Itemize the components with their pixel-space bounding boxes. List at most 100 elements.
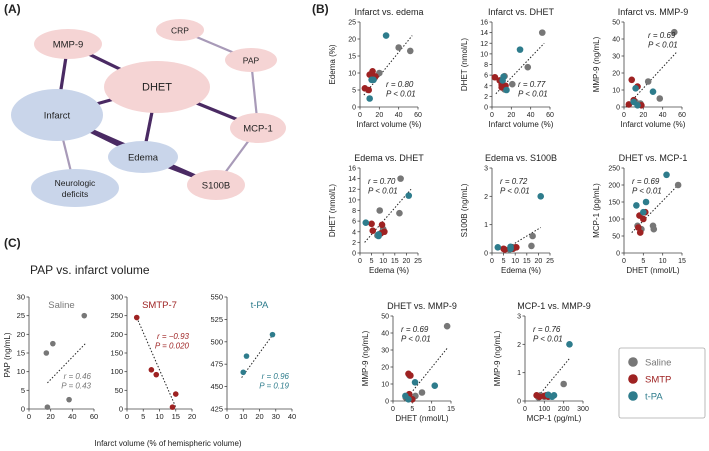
stats-b2: r = 0.77 bbox=[518, 80, 546, 89]
data-point-t-pa-b4 bbox=[375, 231, 382, 238]
data-point-saline-b5 bbox=[529, 232, 536, 240]
x-tick-label-b6: 15 bbox=[678, 258, 686, 265]
data-point-smtp-b6 bbox=[635, 224, 642, 231]
network-node-edema bbox=[108, 141, 178, 173]
y-tick-label-b1: 20 bbox=[348, 37, 356, 44]
y-tick-label-b4: 2 bbox=[352, 240, 356, 247]
chart-title-b8: MCP-1 vs. MMP-9 bbox=[517, 301, 591, 311]
stats-b8: r = 0.76 bbox=[533, 325, 561, 334]
x-tick-label-c3: 20 bbox=[255, 412, 263, 421]
network-node-mcp1 bbox=[230, 113, 286, 143]
stats-b1: P < 0.01 bbox=[386, 90, 416, 99]
y-tick-label-b7: 50 bbox=[381, 314, 389, 321]
data-point-smtp-b5 bbox=[501, 246, 509, 253]
chart-title-c1: Saline bbox=[48, 300, 74, 311]
x-tick-label-b5: 25 bbox=[546, 258, 554, 265]
network-node-infarct bbox=[11, 89, 103, 141]
data-point-t-pa-b8 bbox=[566, 341, 573, 348]
network-node-label-mmp9: MMP-9 bbox=[53, 40, 84, 51]
chart-b1: Infarct vs. edema 0 5 10 15 20 25 0 20 40 60Infarc… bbox=[328, 7, 424, 129]
x-tick-label-c3: 0 bbox=[225, 412, 229, 421]
data-point-t-pa-b6 bbox=[633, 202, 640, 209]
y-tick-label-c1: 5 bbox=[21, 386, 25, 395]
legend: Saline SMTP t-PA bbox=[618, 347, 706, 419]
stats-b3: r = 0.69 bbox=[648, 31, 676, 40]
y-tick-label-b4: 8 bbox=[352, 208, 356, 215]
stats-b5: P < 0.01 bbox=[500, 187, 530, 196]
y-tick-label-b5: 2 bbox=[484, 194, 488, 201]
data-point-t-pa-b3 bbox=[632, 85, 639, 92]
data-point-saline-b6 bbox=[674, 181, 682, 189]
y-tick-label-b3: 20 bbox=[612, 71, 620, 78]
stats-b6: P < 0.01 bbox=[632, 187, 662, 196]
x-axis-label-b4: Edema (%) bbox=[369, 266, 409, 275]
y-tick-label-b4: 16 bbox=[348, 166, 356, 173]
y-tick-label-c2: 100 bbox=[110, 367, 123, 376]
data-point-t-pa-b2 bbox=[503, 86, 510, 94]
data-point-t-pa-b7 bbox=[405, 396, 412, 403]
y-tick-label-c3: 550 bbox=[210, 293, 223, 302]
chart-title-b4: Edema vs. DHET bbox=[354, 153, 424, 163]
data-point-smtp-c2 bbox=[133, 314, 140, 321]
stats-b2: P < 0.01 bbox=[518, 90, 548, 99]
data-point-smtp-c2 bbox=[148, 367, 155, 373]
y-tick-label-b4: 12 bbox=[348, 187, 356, 194]
x-tick-label-b1: 20 bbox=[375, 112, 383, 119]
y-axis-label-b6: MCP-1 (pg/mL) bbox=[592, 183, 601, 238]
y-axis-label-b4: DHET (nmol/L) bbox=[328, 184, 337, 238]
x-axis-label-b8: MCP-1 (pg/mL) bbox=[527, 414, 582, 423]
y-tick-label-b2: 12 bbox=[480, 41, 488, 48]
y-tick-label-b1: 25 bbox=[348, 20, 356, 27]
panel-label-c: (C) bbox=[4, 236, 21, 250]
stats-b4: r = 0.70 bbox=[368, 177, 396, 186]
y-tick-label-b4: 4 bbox=[352, 229, 356, 236]
y-tick-label-b4: 0 bbox=[352, 251, 356, 258]
network-node-label-infarct: Infarct bbox=[44, 111, 71, 122]
y-tick-label-b7: 30 bbox=[381, 348, 389, 355]
y-tick-label-b5: 1 bbox=[484, 222, 488, 229]
chart-title-b3: Infarct vs. MMP-9 bbox=[618, 7, 689, 17]
data-point-saline-b2 bbox=[509, 80, 516, 88]
data-point-saline-c1 bbox=[44, 404, 51, 410]
chart-title-c2: SMTP-7 bbox=[142, 300, 177, 311]
x-tick-label-b2: 0 bbox=[490, 112, 494, 119]
panel-c-title: PAP vs. infarct volume bbox=[30, 263, 150, 277]
x-tick-label-b1: 40 bbox=[395, 112, 403, 119]
network-node-label-dhet: DHET bbox=[142, 82, 172, 94]
y-tick-label-b5: 0 bbox=[484, 251, 488, 258]
data-point-smtp-b7 bbox=[407, 372, 414, 379]
y-tick-label-c2: 50 bbox=[115, 386, 123, 395]
y-tick-label-b8: 3 bbox=[517, 314, 521, 321]
data-point-smtp-b6 bbox=[636, 229, 644, 236]
chart-b6: DHET vs. MCP-1 0 50 100 150 200 250 0 5 10 15DHET … bbox=[592, 153, 687, 275]
data-point-t-pa-b6 bbox=[640, 208, 647, 216]
network-node-label-mcp1: MCP-1 bbox=[243, 124, 273, 135]
data-point-saline-b3 bbox=[656, 95, 664, 102]
data-point-t-pa-c3 bbox=[240, 369, 247, 376]
stats-b6: r = 0.69 bbox=[632, 177, 660, 186]
x-tick-label-b3: 60 bbox=[678, 112, 686, 119]
legend-marker-tpa bbox=[628, 391, 638, 401]
y-tick-label-b7: 20 bbox=[381, 365, 389, 372]
stats-c2: r = −0.93 bbox=[157, 332, 190, 341]
data-point-smtp-b8 bbox=[536, 393, 543, 401]
y-tick-label-b6: 50 bbox=[612, 234, 620, 241]
y-tick-label-b3: 40 bbox=[612, 37, 620, 44]
stats-b8: P < 0.01 bbox=[533, 335, 563, 344]
data-point-smtp-c2 bbox=[153, 371, 160, 378]
network-node-dhet bbox=[104, 61, 210, 113]
y-tick-label-b6: 0 bbox=[616, 251, 620, 258]
data-point-saline-b6 bbox=[650, 225, 658, 233]
stats-b3: P < 0.01 bbox=[648, 41, 678, 50]
chart-b5: Edema vs. S100B 0 1 2 3 0 5 10 15 20 25 Edema (%) S1… bbox=[460, 153, 557, 275]
data-point-t-pa-b6 bbox=[663, 171, 670, 179]
data-point-saline-b1 bbox=[406, 47, 414, 55]
stats-b4: P < 0.01 bbox=[368, 187, 398, 196]
legend-marker-saline bbox=[628, 357, 638, 367]
x-tick-label-b6: 10 bbox=[659, 258, 667, 265]
trend-line-b1 bbox=[363, 35, 413, 96]
data-point-t-pa-c3 bbox=[243, 353, 250, 359]
data-point-t-pa-b5 bbox=[537, 193, 545, 200]
